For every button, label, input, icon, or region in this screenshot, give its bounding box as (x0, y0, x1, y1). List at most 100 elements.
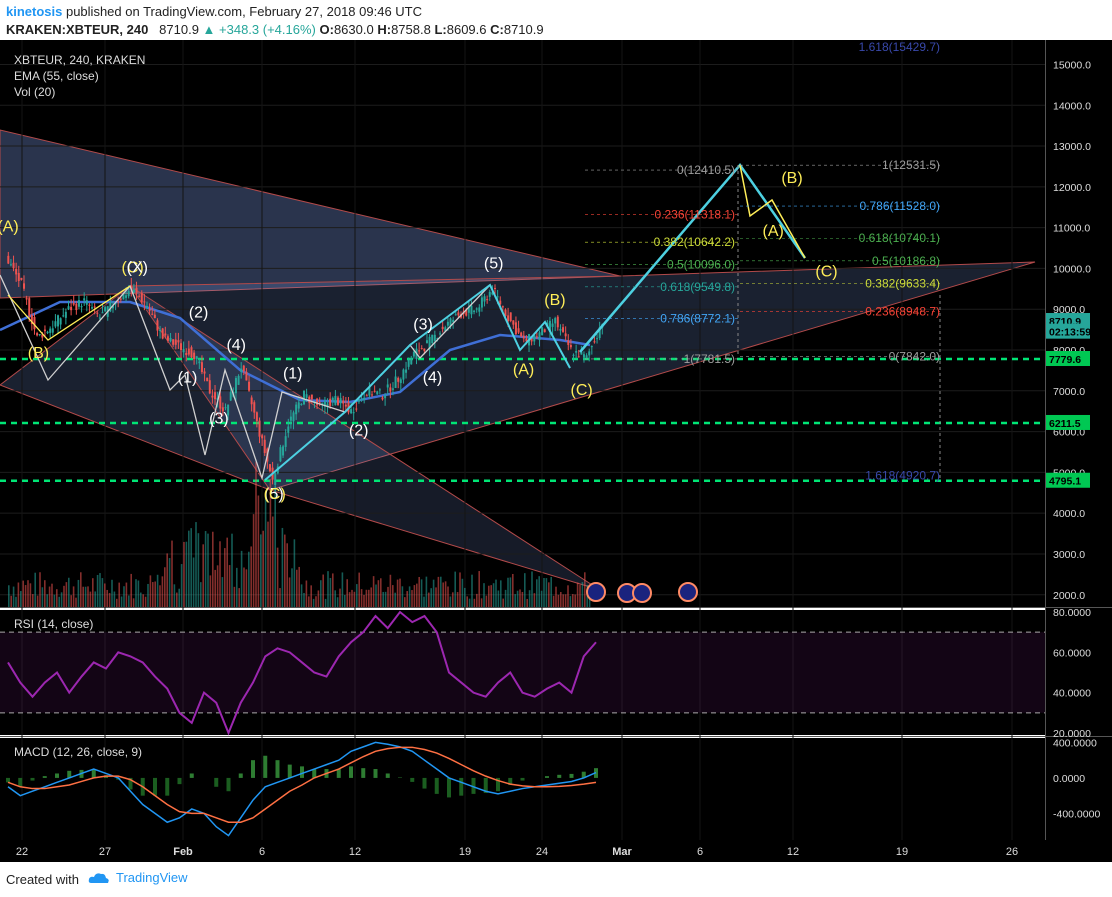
candle-body (530, 338, 533, 342)
rsi-band (0, 632, 1045, 713)
price-tick-label: 11000.0 (1053, 223, 1090, 235)
wave-label: (C) (571, 382, 593, 399)
volume-bar (58, 596, 60, 607)
volume-bar (303, 592, 305, 607)
chart-canvas[interactable]: 15000.0 14000.0 13000.0 12000.0 11000.0 10000… (0, 40, 1112, 862)
fib-level-label: 0.786(11528.0) (859, 199, 940, 213)
candle-body (54, 321, 57, 327)
volume-bar (490, 585, 492, 607)
candle-body (423, 348, 426, 351)
volume-bar (579, 584, 581, 607)
volume-bar (461, 578, 464, 607)
macd-histogram-bar (385, 773, 390, 778)
candle-body (525, 338, 528, 342)
volume-bar (581, 582, 584, 607)
candle-body (206, 377, 209, 382)
rsi-tick-label: 60.0000 (1053, 647, 1091, 659)
candle-body (428, 336, 431, 349)
candle-body (250, 397, 253, 405)
candle-body (572, 354, 575, 356)
wave-label: (X) (127, 260, 148, 277)
volume-bar (264, 495, 267, 607)
volume-bar (202, 544, 204, 607)
volume-bar (75, 597, 77, 607)
candle-body (386, 384, 389, 388)
fib-level-label: 0.382(9633.4) (865, 276, 940, 290)
tradingview-link[interactable]: TradingView (88, 870, 188, 885)
volume-bar (80, 572, 82, 607)
candle-body (98, 317, 101, 319)
candle-body (221, 407, 224, 412)
candle-body (329, 398, 332, 406)
candle-body (551, 323, 554, 327)
rsi-pane (0, 610, 1045, 735)
volume-bar (288, 577, 291, 607)
candle-body (28, 298, 31, 316)
candle-body (185, 352, 188, 356)
published-text: published on TradingView.com, February 2… (62, 4, 422, 19)
author-name[interactable]: kinetosis (6, 4, 63, 19)
volume-bar (118, 582, 120, 607)
candle-body (331, 397, 334, 401)
macd-histogram-bar (238, 773, 243, 778)
volume-bar (197, 533, 200, 607)
indicator-label: EMA (55, close) (14, 69, 99, 83)
candle-body (363, 397, 366, 400)
wave-label: (C) (121, 260, 143, 277)
candle-body (496, 296, 499, 298)
volume-bar (401, 586, 404, 607)
volume-bar (569, 596, 572, 607)
price-pane (0, 40, 1045, 607)
candle-body (248, 381, 251, 391)
macd-histogram-bar (496, 777, 500, 792)
candle-body (240, 368, 243, 372)
volume-bar (101, 578, 104, 607)
candle-body (122, 293, 125, 300)
volume-bar (252, 514, 255, 607)
candle-body (425, 340, 428, 343)
volume-bar (238, 588, 240, 607)
volume-bar (168, 558, 171, 607)
volume-bar (423, 596, 425, 607)
volume-bar (344, 594, 346, 607)
wave-label: (A) (0, 219, 19, 236)
candle-body (321, 402, 324, 405)
volume-bar (22, 580, 24, 607)
volume-bar (56, 589, 58, 607)
volume-bar (430, 588, 432, 607)
macd-histogram-bar (459, 777, 464, 796)
macd-tick-label: -400.0000 (1053, 808, 1100, 820)
macd-histogram-bar (410, 777, 415, 782)
candle-body (593, 341, 596, 343)
macd-histogram-bar (312, 769, 317, 778)
candle-body (125, 295, 128, 298)
volume-bar (384, 591, 387, 607)
candle-body (135, 287, 138, 293)
volume-bar (183, 541, 185, 607)
volume-bar (442, 582, 444, 607)
candle-body (522, 335, 525, 339)
candle-body (391, 388, 394, 390)
volume-bar (353, 591, 356, 607)
volume-bar (420, 579, 423, 607)
price-label-box (1046, 472, 1090, 488)
candle-body (200, 362, 203, 373)
macd-histogram-bar (520, 777, 525, 781)
volume-bar (10, 595, 12, 607)
candle-body (148, 308, 151, 311)
candle-body (182, 349, 185, 353)
candle-body (577, 356, 580, 358)
volume-bar (305, 580, 308, 607)
candle-body (452, 319, 455, 323)
volume-bar (502, 598, 504, 607)
fib-level-label: 1(7781.5) (684, 352, 735, 366)
candle-body (127, 291, 130, 297)
candle-body (431, 334, 434, 344)
volume-bar (312, 598, 315, 607)
price-tick-label: 14000.0 (1053, 100, 1091, 112)
macd-histogram-bar (336, 769, 341, 778)
volume-bar (519, 589, 521, 607)
candle-body (174, 339, 177, 345)
volume-bar (72, 586, 75, 607)
candle-body (535, 336, 538, 338)
